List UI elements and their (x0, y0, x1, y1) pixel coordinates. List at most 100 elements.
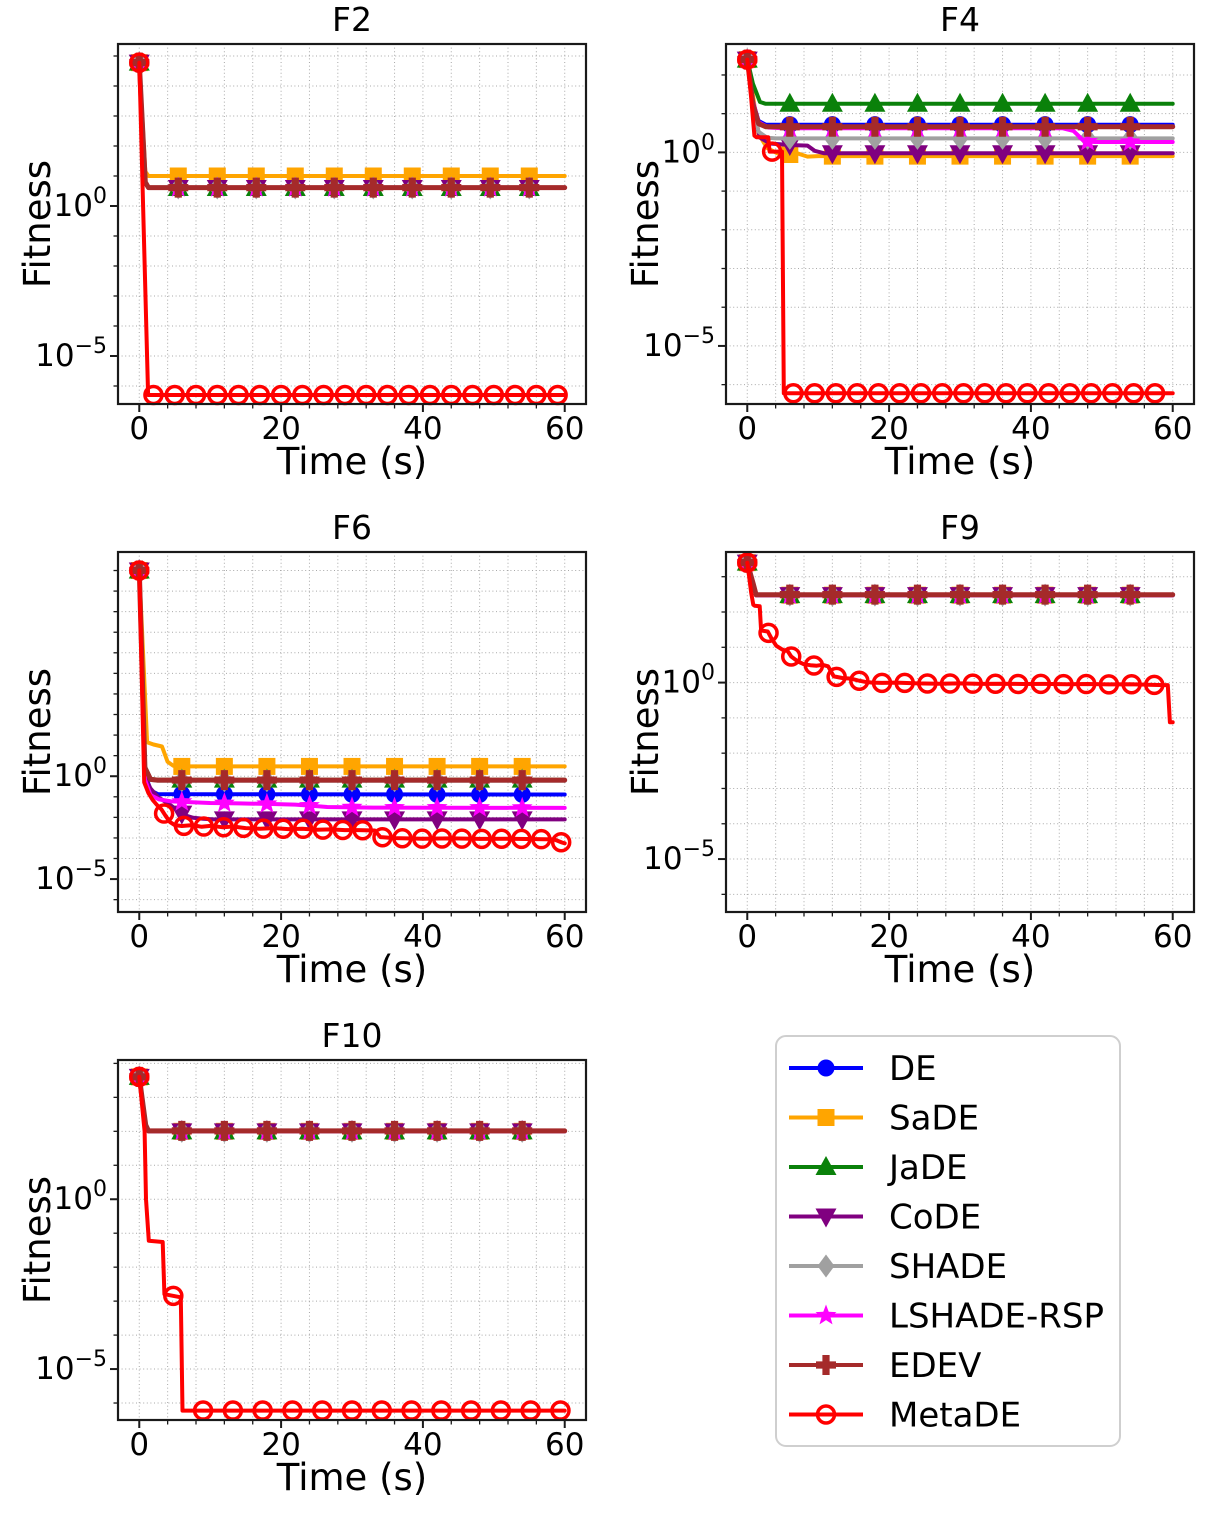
sade-markers (130, 54, 538, 185)
legend-label: SaDE (889, 1099, 979, 1139)
open-circle-icon (1144, 382, 1166, 404)
open-circle-icon (233, 817, 254, 839)
circle-icon (386, 785, 404, 803)
star-icon (1077, 130, 1099, 151)
open-circle-icon (826, 666, 847, 688)
open-circle-icon (1075, 673, 1097, 695)
open-circle-icon (910, 382, 932, 404)
square-icon (513, 757, 531, 775)
x-tick-label: 60 (1153, 411, 1192, 447)
x-tick-label: 0 (737, 919, 757, 955)
star-icon (1119, 131, 1141, 151)
legend-box (775, 1035, 1121, 1447)
y-tick-label: 100 (662, 130, 715, 170)
plus-icon (214, 1120, 235, 1141)
x-axis-label: Time (s) (884, 948, 1035, 991)
open-circle-icon (894, 672, 915, 694)
cell-f9: 0 20 40 60 100 10−5 F9 Time (s) Fitness (608, 508, 1216, 1016)
open-circle-icon (761, 141, 783, 162)
x-tick-label: 0 (129, 1427, 149, 1463)
open-circle-icon (511, 828, 532, 850)
x-axis-label: Time (s) (276, 440, 427, 483)
open-circle-icon (531, 828, 552, 850)
plus-icon (285, 177, 306, 198)
triangle-up-icon (864, 92, 886, 112)
plus-icon (779, 584, 800, 605)
open-circle-icon (917, 673, 938, 694)
x-tick-label: 40 (1011, 919, 1050, 955)
legend-item-metade: MetaDE (789, 1396, 1021, 1436)
triangle-down-icon (864, 145, 886, 165)
x-axis-label: Time (s) (884, 440, 1035, 483)
code-markers (736, 51, 1141, 165)
y-tick-label: 10−5 (35, 857, 107, 897)
triangle-down-icon (1034, 145, 1056, 165)
open-circle-icon (825, 382, 847, 404)
x-tick-label: 60 (545, 919, 584, 955)
legend-label: LSHADE-RSP (889, 1297, 1104, 1337)
open-circle-icon (1121, 673, 1142, 695)
lshade-rsp-line (137, 568, 567, 810)
triangle-down-icon (171, 805, 193, 825)
star-icon (299, 794, 320, 815)
legend-label: CoDE (889, 1198, 981, 1238)
legend-item-de: DE (789, 1049, 937, 1089)
open-circle-icon (783, 382, 804, 404)
chart-f6: 0 20 40 60 100 10−5 F6 Time (s) Fitness (16, 508, 588, 991)
star-icon (384, 796, 405, 817)
open-circle-icon (953, 382, 974, 404)
plus-icon (363, 177, 384, 198)
y-tick-label: 10−5 (35, 334, 107, 374)
cell-f4: 0 20 40 60 100 10−5 F4 Time (s) Fitness (608, 0, 1216, 508)
legend-label: SHADE (889, 1247, 1007, 1287)
y-axis-label: Fitness (624, 160, 667, 288)
metade-markers (737, 49, 1166, 404)
axes-frame (724, 550, 1196, 914)
open-circle-icon (471, 828, 493, 850)
triangle-down-icon (511, 811, 533, 831)
x-tick-label: 60 (545, 1427, 584, 1463)
open-circle-icon (272, 818, 294, 839)
chart-title: F9 (940, 508, 980, 547)
metade-line (745, 560, 1175, 725)
open-circle-icon (550, 831, 572, 853)
plus-icon (864, 584, 885, 605)
legend-label: DE (889, 1049, 937, 1089)
plus-icon (1120, 584, 1141, 605)
triangle-up-icon (1119, 92, 1141, 112)
plus-icon (469, 1120, 490, 1141)
open-circle-icon (889, 382, 910, 404)
open-circle-icon (451, 828, 473, 849)
star-icon (213, 792, 235, 813)
plus-icon (816, 1355, 836, 1375)
triangle-up-icon (1077, 92, 1099, 112)
jade-line (137, 60, 567, 190)
plus-icon (822, 584, 843, 605)
chart-f2: 0 20 40 60 100 10−5 F2 Time (s) Fitness (16, 0, 588, 483)
cell-f10: 0 20 40 60 100 10−5 F10 Time (s) Fitness (0, 1016, 608, 1525)
cell-f2: 0 20 40 60 100 10−5 F2 Time (s) Fitness (0, 0, 608, 508)
plus-icon (1035, 584, 1056, 605)
metade-markers (129, 560, 572, 853)
legend-item-shade: SHADE (789, 1247, 1007, 1287)
triangle-up-icon (1034, 92, 1056, 112)
open-circle-icon (1098, 674, 1120, 695)
x-tick-label: 20 (869, 411, 908, 447)
circle-icon (428, 785, 446, 803)
plus-icon (171, 770, 192, 791)
chart-title: F2 (332, 0, 372, 39)
shade-line (137, 568, 567, 783)
legend-item-code: CoDE (789, 1198, 981, 1238)
cell-f6: 0 20 40 60 100 10−5 F6 Time (s) Fitness (0, 508, 608, 1016)
circle-icon (300, 785, 318, 803)
open-circle-icon (292, 818, 314, 840)
x-tick-label: 20 (261, 411, 300, 447)
plus-icon (441, 177, 462, 198)
triangle-down-icon (213, 811, 235, 831)
plus-icon (480, 177, 501, 198)
legend-item-jade: JaDE (789, 1148, 968, 1188)
square-icon (343, 757, 361, 775)
metade-line (745, 57, 1175, 396)
square-icon (258, 757, 276, 775)
open-circle-icon (1053, 673, 1074, 695)
